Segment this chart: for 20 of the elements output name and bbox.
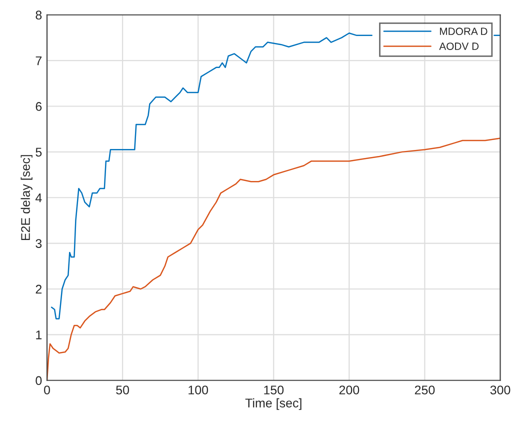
y-tick-label: 3 xyxy=(36,239,42,248)
x-axis-title: Time [sec] xyxy=(245,398,302,410)
x-tick-label: 150 xyxy=(264,386,284,394)
x-tick-label: 300 xyxy=(490,386,510,394)
y-tick-label: 4 xyxy=(35,194,42,202)
y-axis-title: E2E delay [sec] xyxy=(20,155,32,240)
legend-label: MDORA D xyxy=(440,28,488,36)
y-tick-label: 6 xyxy=(36,102,42,111)
legend-label: AODV D xyxy=(439,42,479,50)
y-tick-label: 7 xyxy=(36,56,42,66)
y-tick-label: 0 xyxy=(36,376,42,386)
y-tick-label: 8 xyxy=(36,10,42,20)
y-tick-label: 5 xyxy=(36,148,42,157)
y-tick-label: 2 xyxy=(36,284,42,294)
x-tick-label: 100 xyxy=(188,386,208,394)
y-tick-label: 1 xyxy=(36,330,42,340)
x-tick-label: 0 xyxy=(44,386,50,394)
x-tick-label: 250 xyxy=(414,386,435,394)
x-tick-label: 50 xyxy=(116,386,130,394)
x-tick-label: 200 xyxy=(339,386,360,394)
